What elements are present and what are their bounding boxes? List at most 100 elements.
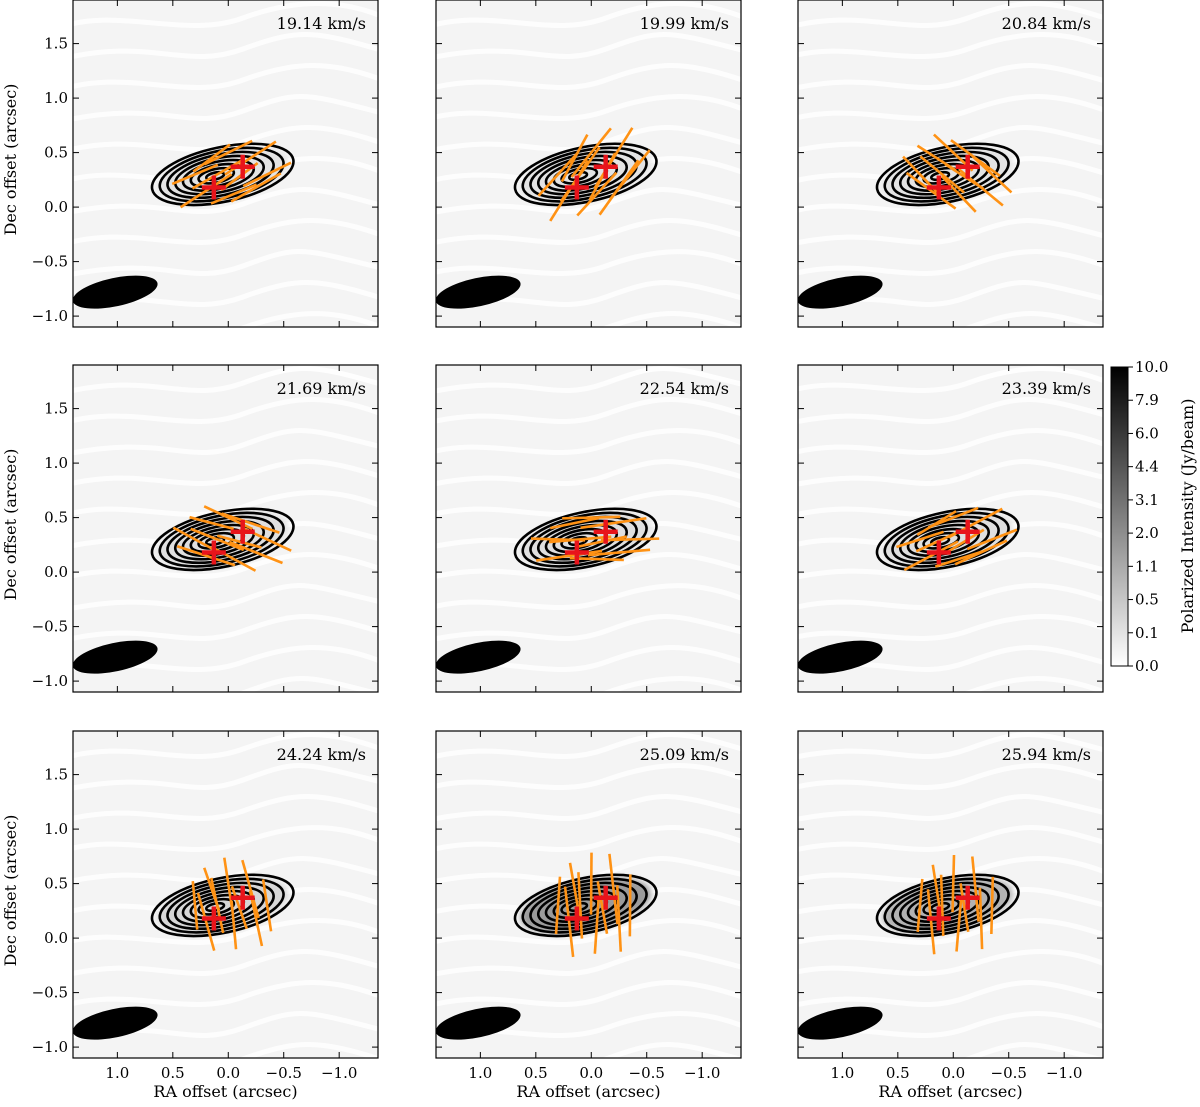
polarization-vector <box>209 877 225 934</box>
continuum-contour <box>513 507 658 572</box>
polarization-vector <box>189 515 235 531</box>
polarization-vector <box>593 896 601 954</box>
x-tick-label: −0.5 <box>991 1064 1027 1082</box>
channel-panel: 1.0 0.5 0.0 −0.5 −1.0 −1.0 −0.5 0.0 0.5 1.0 1.5 24.… <box>1 730 379 1101</box>
colorbar-tick-label: 7.9 <box>1135 391 1159 409</box>
x-tick-label: −0.5 <box>629 1064 665 1082</box>
y-tick-label: −1.0 <box>32 672 68 690</box>
y-tick-label: −0.5 <box>32 253 68 271</box>
colorbar-tick-label: 6.0 <box>1135 424 1159 442</box>
x-tick-label: 1.0 <box>105 1064 129 1082</box>
continuum-contour <box>173 885 265 927</box>
y-axis-label: Dec offset (arcsec) <box>1 449 20 601</box>
continuum-contour <box>875 507 1020 572</box>
panel-frame <box>72 730 379 1059</box>
source-marker <box>955 154 980 179</box>
beam-ellipse <box>73 640 158 674</box>
source-marker <box>564 906 589 931</box>
colorbar-tick-label: 2.0 <box>1135 524 1159 542</box>
x-tick-label: −0.5 <box>266 1064 302 1082</box>
continuum-contour <box>536 154 628 196</box>
colorbar-tick-label: 0.0 <box>1135 657 1159 675</box>
polarization-vector <box>959 883 970 933</box>
beam-ellipse <box>436 275 521 309</box>
y-axis-label: Dec offset (arcsec) <box>1 84 20 236</box>
polarization-vector <box>577 535 628 548</box>
polarization-vector <box>608 853 619 925</box>
polarization-vector <box>190 527 245 552</box>
polarization-vector <box>554 876 562 935</box>
source-marker <box>955 519 980 544</box>
polarization-vector <box>229 540 283 565</box>
channel-panel: 19.99 km/s <box>435 0 742 328</box>
channel-panel: 1.0 0.5 0.0 −0.5 −1.0 25.09 km/s RA offset (ar… <box>435 730 742 1101</box>
polarization-vector <box>210 183 258 205</box>
beam-ellipse <box>73 1006 158 1040</box>
channel-panel: 1.0 0.5 0.0 −0.5 −1.0 25.94 km/s RA offset (ar… <box>797 730 1104 1101</box>
polarization-vector <box>176 544 236 567</box>
x-tick-label: −1.0 <box>684 1064 720 1082</box>
y-axis-label: Dec offset (arcsec) <box>1 815 20 967</box>
x-tick-label: 1.0 <box>830 1064 854 1082</box>
polarization-vector <box>927 506 979 529</box>
source-marker <box>593 519 618 544</box>
source-marker <box>201 906 226 931</box>
source-marker <box>230 519 255 544</box>
polarization-vector <box>562 515 621 520</box>
source-marker <box>593 885 618 910</box>
continuum-contour <box>166 881 275 931</box>
beam-ellipse <box>798 1006 883 1040</box>
velocity-label: 24.24 km/s <box>277 745 366 764</box>
x-tick-label: 0.0 <box>216 1064 240 1082</box>
polarization-vector <box>196 892 216 951</box>
source-marker <box>955 885 980 910</box>
beam-ellipse <box>436 1006 521 1040</box>
polarization-vector <box>171 163 219 186</box>
panel-frame <box>797 364 1104 693</box>
velocity-label: 25.94 km/s <box>1002 745 1091 764</box>
y-tick-label: −1.0 <box>32 307 68 325</box>
polarization-vector <box>971 856 980 922</box>
polarization-vector <box>230 172 282 203</box>
colorbar-tick-label: 1.1 <box>1135 557 1159 575</box>
source-marker <box>593 154 618 179</box>
velocity-label: 19.14 km/s <box>277 14 366 33</box>
channel-panel: 23.39 km/s <box>797 364 1104 693</box>
panel-frame <box>435 0 742 328</box>
polarization-vector <box>931 864 942 914</box>
polarization-vector <box>588 152 617 201</box>
x-axis-label: RA offset (arcsec) <box>153 1082 297 1101</box>
source-marker <box>926 175 951 200</box>
polarization-vector <box>926 889 936 955</box>
y-tick-label: 1.5 <box>44 766 68 784</box>
polarization-vector <box>570 127 612 178</box>
polarization-vector <box>549 159 590 222</box>
noise-ripples <box>798 732 1103 1058</box>
panel-frame <box>72 364 379 693</box>
polarization-vector <box>261 879 273 932</box>
noise-ripples <box>436 1 741 327</box>
velocity-label: 19.99 km/s <box>640 14 729 33</box>
x-tick-label: 0.5 <box>524 1064 548 1082</box>
beam-ellipse <box>73 275 158 309</box>
y-tick-label: 1.5 <box>44 35 68 53</box>
continuum-contour <box>158 877 285 934</box>
y-tick-label: 0.5 <box>44 509 68 527</box>
x-tick-label: 0.0 <box>941 1064 965 1082</box>
polarization-vector <box>230 885 248 930</box>
polarization-vector <box>919 155 965 194</box>
panel-frame <box>435 364 742 693</box>
polarization-vector <box>939 874 945 937</box>
source-marker <box>564 175 589 200</box>
polarization-vector <box>903 540 959 572</box>
polarization-vector <box>934 550 983 568</box>
colorbar-label: Polarized Intensity (Jy/beam) <box>1178 399 1197 634</box>
channel-panel: 20.84 km/s <box>797 0 1104 328</box>
polarization-vector <box>172 526 218 553</box>
polarization-vector <box>563 886 575 958</box>
velocity-label: 20.84 km/s <box>1002 14 1091 33</box>
x-tick-label: −1.0 <box>1046 1064 1082 1082</box>
source-marker <box>564 540 589 565</box>
polarization-vector <box>951 854 956 913</box>
